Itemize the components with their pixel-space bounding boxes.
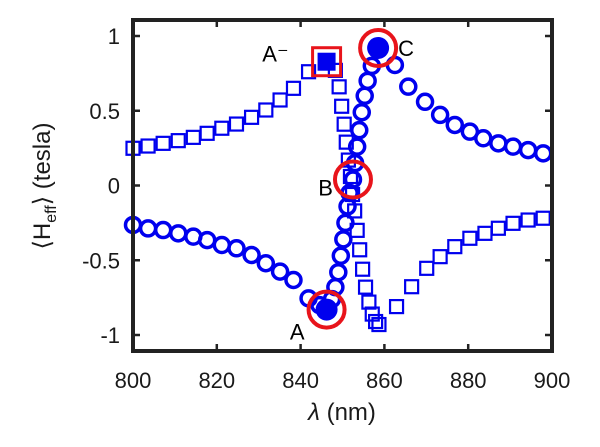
square-point [432,249,448,265]
x-tick-label: 880 [450,368,487,393]
square-point [199,125,215,141]
square-point [342,168,359,185]
highlight-circle-outline [306,289,347,330]
square-point [349,222,365,238]
square-point [338,134,354,150]
highlight-filled-point [315,298,338,321]
y-axis-label-close: ⟩ (tesla) [29,123,56,206]
series-squares [125,62,551,333]
square-point [404,279,420,295]
y-tick-label: 0 [108,174,120,199]
highlight-A [306,289,347,330]
circle-point [415,92,435,112]
square-point [355,261,371,277]
square-point [371,316,387,333]
square-point [388,298,405,315]
circle-point [242,245,261,265]
square-point [155,135,171,151]
highlight-C [358,27,399,68]
x-axis-unit: (nm) [320,399,376,426]
square-point [272,92,288,108]
circle-point [227,239,246,258]
axis-ticks [131,20,554,351]
y-tick-label: -0.5 [82,248,120,273]
circle-point [399,77,418,96]
x-axis-label: λ (nm) [306,399,376,426]
circle-point [270,262,290,281]
square-point [347,203,363,219]
square-point [300,64,317,80]
x-tick-label: 800 [115,368,152,393]
annotation-label: A⁻ [262,42,288,67]
highlight-circle-outline [332,159,373,200]
annotation-label: A [290,320,305,345]
x-axis-symbol: λ [306,399,320,426]
square-point [336,116,352,132]
highlight-circle-outline [358,27,399,68]
y-tick-label: 1 [108,24,120,49]
highlight-B [332,159,373,200]
highlight-A⁻ [311,46,343,78]
circle-point [430,105,450,125]
circle-point [331,246,351,266]
highlight-marks [306,27,399,330]
y-axis-label-open: ⟨H [29,223,56,250]
square-point [357,279,374,295]
annotation-label: C [398,36,414,61]
x-tick-label: 860 [366,368,403,393]
square-point [214,120,230,136]
annotation-label: B [318,176,333,201]
x-tick-label: 900 [534,368,571,393]
square-point [535,210,551,226]
square-point [285,80,302,96]
square-point [419,260,435,276]
y-axis-label: ⟨Heff⟩ (tesla) [29,123,60,250]
y-tick-label: 0.5 [89,99,120,124]
square-point [352,242,368,258]
highlight-square-point [317,52,336,71]
square-point [490,220,506,236]
x-tick-label: 820 [198,368,235,393]
x-tick-label: 840 [282,368,319,393]
square-point [462,230,478,246]
square-point [258,102,274,118]
square-point [170,133,186,149]
square-point [243,109,260,125]
square-point [368,313,384,330]
square-point [140,138,156,154]
circle-point [256,253,276,273]
circle-point [352,102,372,122]
annotations: A⁻ A B C [262,36,414,345]
highlight-filled-point [367,36,390,59]
highlight-square-outline [311,46,343,78]
y-axis-label-sub: eff [43,205,60,223]
square-point [334,98,350,114]
tick-labels: 800 820 840 860 880 900 -1 -0.5 0 0.5 1 [82,24,570,393]
circle-point [329,262,348,282]
square-point [520,212,536,228]
circle-point [284,270,303,290]
square-point [331,79,347,95]
square-point [228,116,245,132]
circle-point [445,115,465,135]
square-point [505,215,521,231]
y-tick-label: -1 [100,323,120,348]
square-point [447,239,463,255]
